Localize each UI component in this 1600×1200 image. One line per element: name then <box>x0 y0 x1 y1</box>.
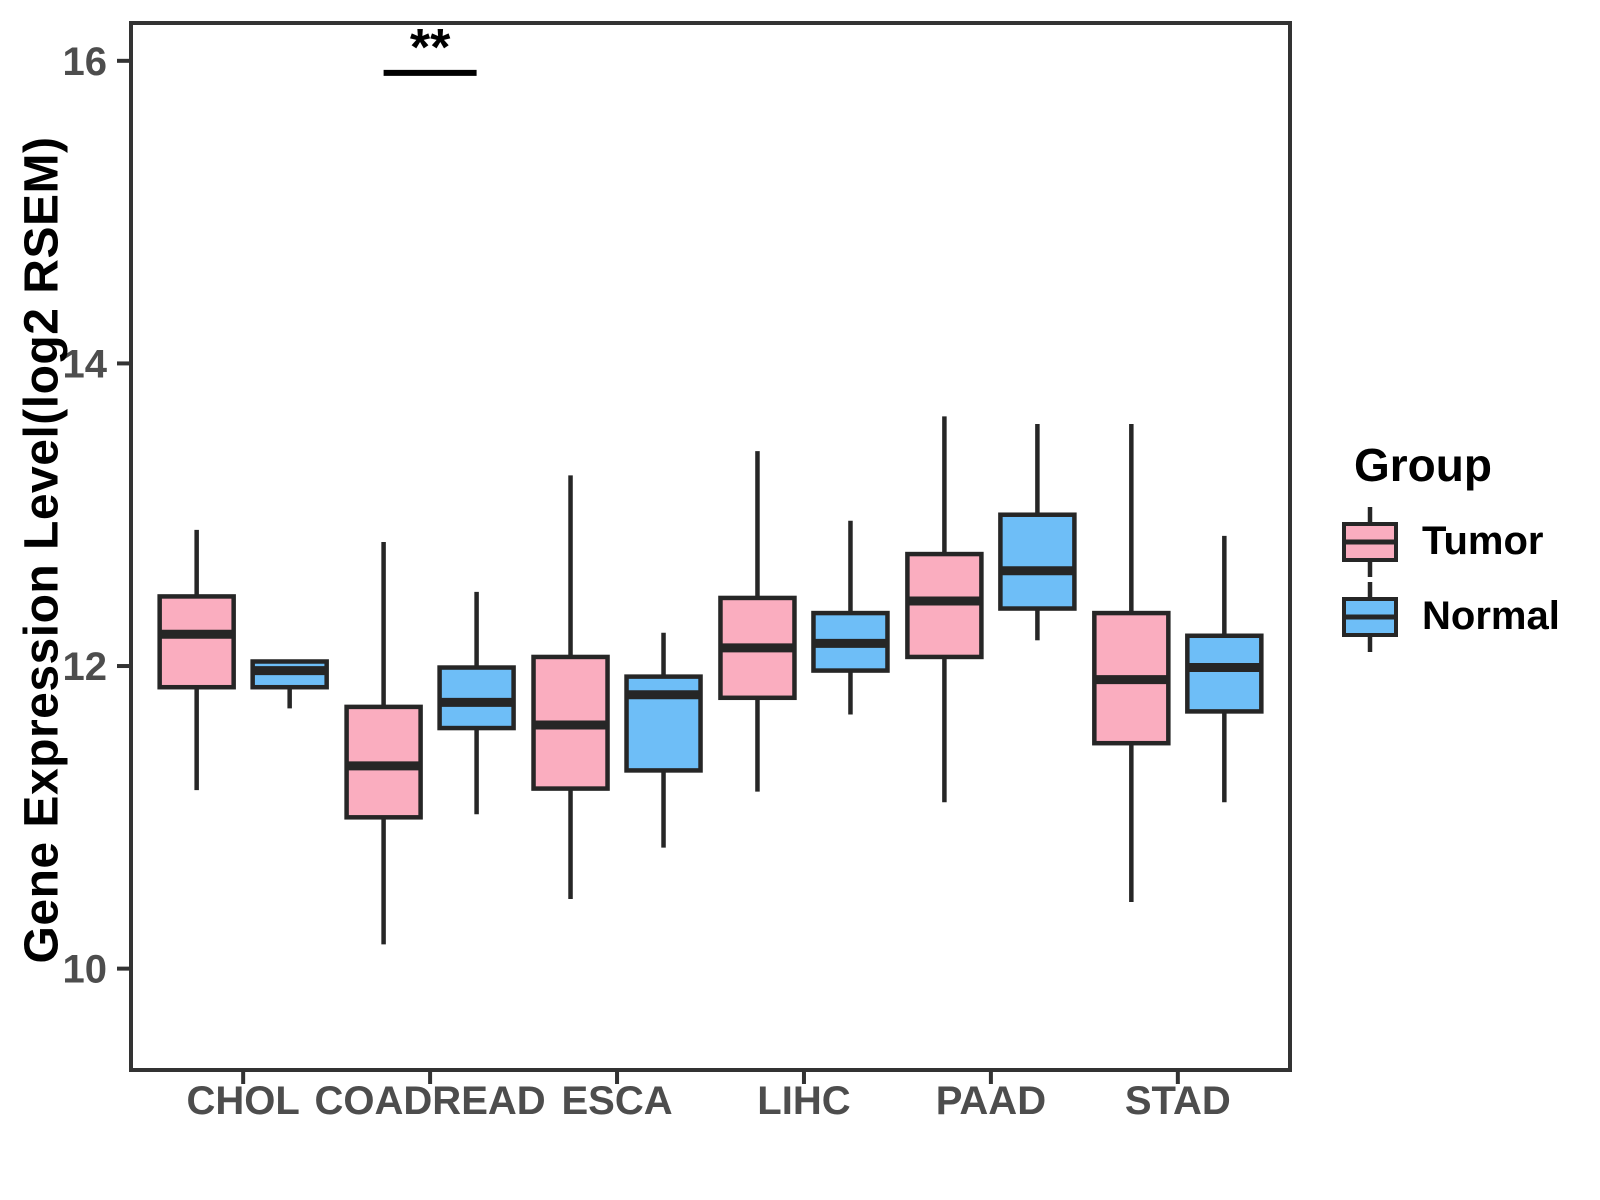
normal-box-coadread <box>437 665 516 731</box>
x-category-label: CHOL <box>186 1079 299 1123</box>
boxplot-glyph-normal-icon <box>1342 581 1398 652</box>
y-tick-label: 14 <box>63 342 108 386</box>
x-category-label: PAAD <box>936 1079 1046 1123</box>
x-category-label: COADREAD <box>315 1079 546 1123</box>
significance-stars: ** <box>410 19 451 77</box>
legend-title: Group <box>1354 439 1492 491</box>
y-tick-label: 16 <box>63 40 108 84</box>
panel-border <box>129 21 1292 1072</box>
x-category-label: ESCA <box>561 1079 672 1123</box>
normal-box-stad <box>1185 633 1264 714</box>
y-tick-label: 12 <box>63 645 108 689</box>
legend: Group Tumor Normal <box>1340 438 1590 654</box>
legend-entry-normal: Normal <box>1340 579 1590 654</box>
y-axis-title: Gene Expression Level(log2 RSEM) <box>15 136 69 964</box>
normal-box-paad <box>998 512 1077 611</box>
boxplot-glyph-tumor-icon <box>1342 506 1398 577</box>
legend-label-normal: Normal <box>1422 594 1560 638</box>
x-category-label: STAD <box>1125 1079 1231 1123</box>
x-category-label: LIHC <box>757 1079 850 1123</box>
legend-entry-tumor: Tumor <box>1340 504 1590 579</box>
tumor-box-chol <box>157 594 236 690</box>
y-tick-label: 10 <box>63 948 108 992</box>
tumor-box-paad <box>905 551 984 660</box>
legend-entries: Tumor Normal <box>1340 504 1590 654</box>
legend-label-tumor: Tumor <box>1422 519 1544 563</box>
